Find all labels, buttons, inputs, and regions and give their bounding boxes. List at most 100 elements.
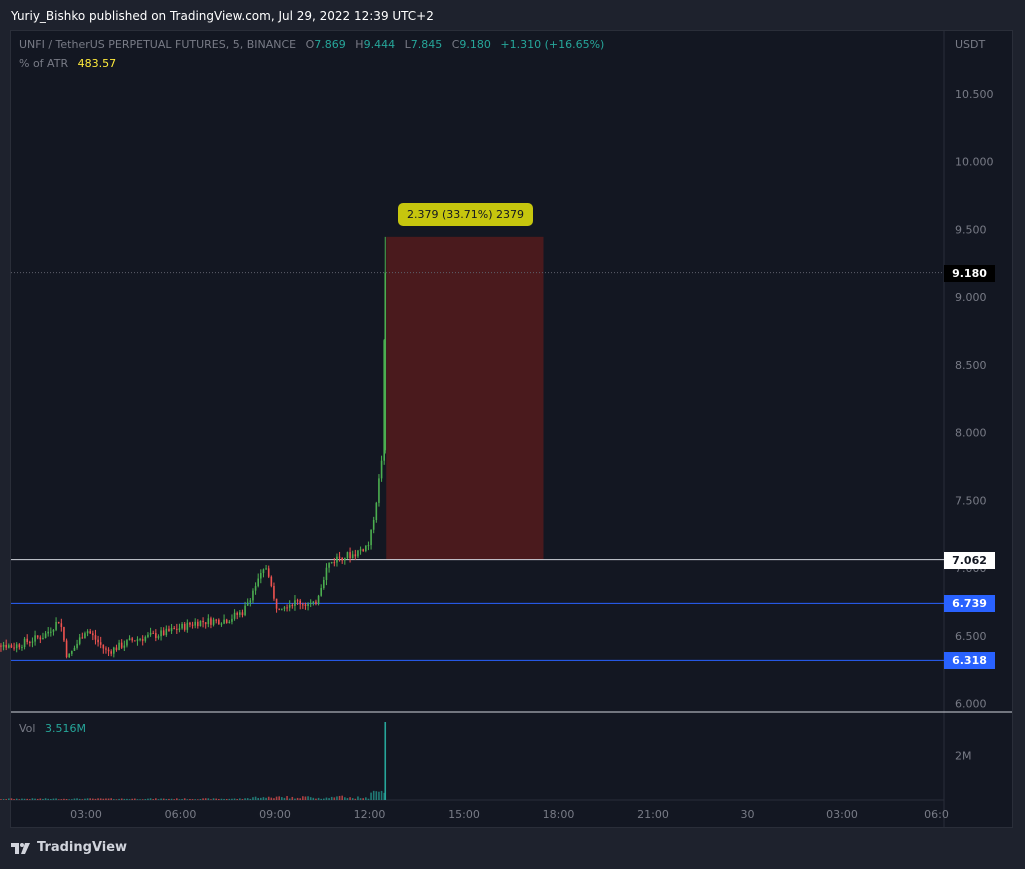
volume-bar <box>47 798 49 800</box>
volume-bar <box>351 798 354 800</box>
volume-bar <box>225 798 228 800</box>
atr-indicator-label[interactable]: % of ATR <box>19 57 69 70</box>
candle-body <box>8 645 10 648</box>
candle-body <box>10 645 13 648</box>
candle-body <box>99 642 102 645</box>
volume-bar <box>144 799 147 800</box>
candle-body <box>47 631 49 634</box>
currency-label: USDT <box>955 38 986 51</box>
tradingview-footer[interactable]: TradingView <box>11 840 127 855</box>
candle-body <box>63 627 65 641</box>
volume-bar <box>113 799 115 800</box>
volume-bar <box>302 796 304 800</box>
tradingview-logo-icon <box>11 842 30 854</box>
volume-bar <box>304 796 307 800</box>
candle-body <box>283 607 286 609</box>
volume-bar <box>275 796 278 800</box>
candle-body <box>252 590 254 601</box>
volume-bar <box>18 799 21 800</box>
volume-bar <box>218 798 220 800</box>
volume-bar <box>204 798 207 800</box>
candle-body <box>29 642 31 644</box>
measure-label: 2.379 (33.71%) 2379 <box>398 203 534 226</box>
volume-bar <box>110 798 112 800</box>
time-tick-label: 09:00 <box>259 808 291 821</box>
volume-bar <box>118 798 120 800</box>
candle-body <box>246 602 249 606</box>
volume-bar <box>199 798 202 800</box>
candle-body <box>36 635 39 638</box>
candle-body <box>267 568 270 577</box>
candle-body <box>65 640 68 658</box>
candle-body <box>44 633 47 639</box>
candle-body <box>380 460 383 479</box>
volume-bar <box>136 799 139 800</box>
volume-bar <box>365 797 367 800</box>
candle-body <box>315 601 317 604</box>
candle-body <box>223 619 225 624</box>
high-label: H <box>355 38 364 51</box>
volume-bar <box>197 799 199 800</box>
candle-body <box>84 633 86 639</box>
candle-body <box>383 340 385 461</box>
candle-body <box>365 545 367 552</box>
volume-bar <box>231 798 233 800</box>
candle-body <box>378 478 380 503</box>
candle-body <box>13 647 15 649</box>
candle-body <box>231 618 233 622</box>
volume-bar <box>333 797 336 800</box>
candle-body <box>317 595 320 604</box>
volume-bar <box>86 798 89 800</box>
volume-bar <box>102 798 105 800</box>
candle-body <box>0 645 2 647</box>
price-tick-label: 8.500 <box>955 359 987 372</box>
volume-bar <box>210 799 212 800</box>
candle-body <box>136 639 139 641</box>
volume-bar <box>81 799 84 800</box>
volume-bar <box>5 799 7 800</box>
candle-body <box>60 623 63 628</box>
open-label: O <box>305 38 315 51</box>
volume-bar <box>170 798 173 800</box>
candle-body <box>204 622 207 625</box>
time-tick-label: 06:00 <box>165 808 197 821</box>
volume-bar <box>120 798 123 800</box>
volume-bar <box>338 795 341 800</box>
volume-bar <box>330 796 333 800</box>
volume-bar <box>178 799 181 800</box>
candle-body <box>372 520 375 530</box>
open-value: 7.869 <box>314 38 346 51</box>
low-value: 7.845 <box>410 38 443 51</box>
candle-body <box>260 573 262 579</box>
change-value: +1.310 (+16.65%) <box>500 38 605 51</box>
volume-bar <box>34 798 36 800</box>
candle-body <box>18 644 21 648</box>
volume-bar <box>65 799 68 800</box>
volume-bar <box>383 792 385 800</box>
candle-body <box>141 639 144 641</box>
candle-body <box>68 653 70 658</box>
candle-body <box>299 600 301 605</box>
volume-legend[interactable]: Vol 3.516M <box>19 722 86 735</box>
candle-body <box>76 643 78 648</box>
candle-body <box>330 562 333 564</box>
close-label: C <box>451 38 460 51</box>
volume-bar <box>372 790 375 800</box>
volume-bar <box>0 799 2 800</box>
candle-body <box>210 618 212 625</box>
candle-body <box>57 621 60 624</box>
price-tag: 6.318 <box>944 652 995 670</box>
candle-body <box>294 600 296 606</box>
candle-body <box>73 647 76 651</box>
symbol-label[interactable]: UNFI / TetherUS PERPETUAL FUTURES, 5, BI… <box>19 38 297 51</box>
volume-bar <box>99 798 102 800</box>
candle-body <box>351 554 354 559</box>
candle-body <box>52 629 55 632</box>
candle-body <box>218 619 220 625</box>
candle-body <box>78 637 81 644</box>
time-tick-label: 15:00 <box>448 808 480 821</box>
candle-body <box>128 638 131 641</box>
volume-value: 3.516M <box>44 722 86 735</box>
volume-bar <box>239 798 241 800</box>
